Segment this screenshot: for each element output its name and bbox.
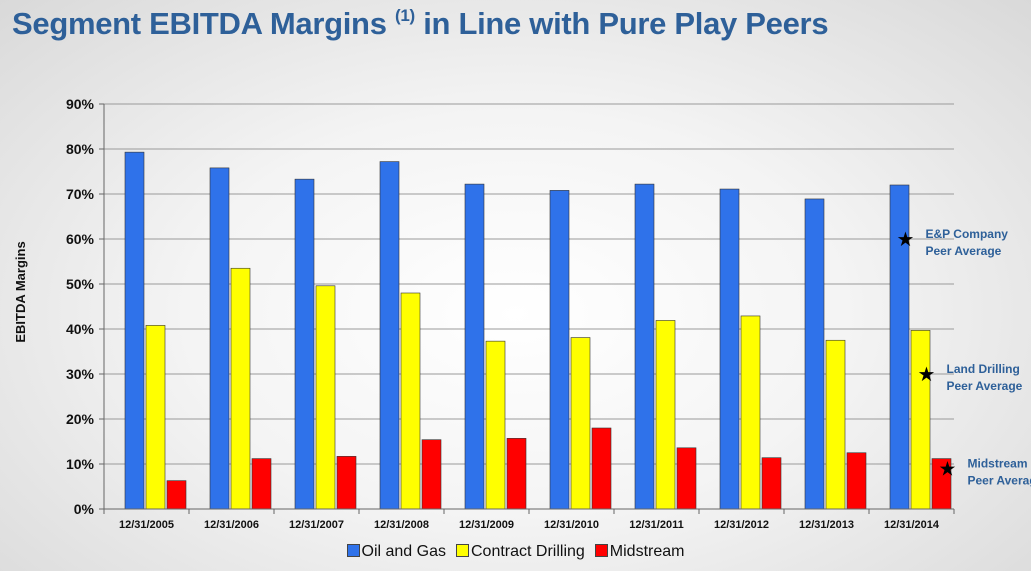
bar-contract-drilling (910, 330, 931, 510)
peer-average-star-icon: ★ (918, 362, 936, 386)
bar-contract-drilling (570, 337, 591, 510)
x-axis-ticks: 12/31/2005 12/31/2006 12/31/2007 12/31/2008… (103, 509, 955, 531)
bar-contract-drilling (825, 339, 846, 510)
annotation-line1: Midstream (968, 457, 1028, 471)
y-tick-label: 70% (66, 186, 95, 202)
annotation-line2: Peer Average (947, 379, 1023, 393)
y-axis-label: EBITDA Margins (13, 241, 28, 342)
bar-midstream (251, 458, 272, 510)
bar-contract-drilling (145, 325, 166, 510)
y-tick-label: 60% (66, 231, 95, 247)
y-tick-label: 10% (66, 456, 95, 472)
annotation-line1: Land Drilling (947, 362, 1020, 376)
legend-swatch (594, 544, 608, 557)
legend-swatch (455, 544, 469, 557)
y-tick-label: 30% (66, 366, 95, 382)
y-tick-label: 80% (66, 141, 95, 157)
peer-average-star-icon: ★ (939, 457, 957, 481)
page-title: Segment EBITDA Margins (1) in Line with … (12, 6, 829, 42)
bar-contract-drilling (400, 292, 421, 510)
legend-item-midstream: Midstream (594, 543, 685, 561)
x-tick-label: 12/31/2011 (629, 519, 683, 531)
bar-midstream (761, 457, 782, 510)
legend: Oil and Gas Contract Drilling Midstream (0, 543, 1031, 561)
bar-midstream (676, 447, 697, 510)
bar-midstream (591, 427, 612, 510)
x-tick-label: 12/31/2009 (459, 519, 514, 531)
legend-swatch (346, 544, 360, 557)
legend-item-oil-and-gas: Oil and Gas (346, 543, 446, 561)
peer-average-star-icon: ★ (897, 227, 915, 251)
title-main: Segment EBITDA Margins (12, 6, 387, 41)
y-tick-label: 0% (74, 501, 95, 517)
annotations: ★ E&P Company Peer Average ★ Land Drilling Pe… (897, 227, 1031, 488)
x-tick-label: 12/31/2008 (374, 519, 429, 531)
legend-label: Midstream (609, 543, 685, 560)
x-tick-label: 12/31/2012 (714, 519, 769, 531)
annotation-line2: Peer Average (926, 244, 1002, 258)
y-tick-label: 20% (66, 411, 95, 427)
bar-contract-drilling (230, 267, 251, 510)
bar-contract-drilling (315, 285, 336, 510)
title-rest: in Line with Pure Play Peers (423, 6, 829, 41)
bar-midstream (336, 456, 357, 510)
axes (103, 104, 954, 510)
bar-midstream (166, 480, 187, 510)
legend-label: Oil and Gas (361, 543, 446, 560)
legend-label: Contract Drilling (470, 543, 585, 560)
bar-contract-drilling (655, 320, 676, 510)
title-footnote: (1) (394, 6, 415, 25)
x-tick-label: 12/31/2005 (119, 519, 174, 531)
legend-item-contract-drilling: Contract Drilling (455, 543, 585, 561)
y-tick-label: 90% (66, 96, 95, 112)
bar-contract-drilling (485, 340, 506, 510)
x-tick-label: 12/31/2006 (204, 519, 259, 531)
y-tick-label: 40% (66, 321, 95, 337)
bar-oil-and-gas (124, 151, 145, 510)
bar-oil-and-gas (379, 161, 400, 510)
bar-contract-drilling (740, 315, 761, 510)
x-tick-label: 12/31/2014 (884, 519, 940, 531)
bar-oil-and-gas (464, 183, 485, 510)
x-tick-label: 12/31/2013 (799, 519, 854, 531)
bar-oil-and-gas (294, 178, 315, 510)
bars (124, 151, 952, 510)
y-axis-ticks: 0% 10% 20% 30% 40% 50% 60% 70% 80% 90% (66, 96, 95, 517)
bar-oil-and-gas (719, 188, 740, 510)
bar-midstream (846, 452, 867, 510)
annotation-line1: E&P Company (926, 227, 1009, 241)
bar-oil-and-gas (209, 167, 230, 510)
bar-oil-and-gas (804, 198, 825, 510)
annotation-line2: Peer Average (968, 474, 1031, 488)
bar-oil-and-gas (634, 183, 655, 510)
bar-midstream (506, 438, 527, 510)
y-tick-label: 50% (66, 276, 95, 292)
x-tick-label: 12/31/2010 (544, 519, 599, 531)
x-tick-label: 12/31/2007 (289, 519, 344, 531)
bar-oil-and-gas (549, 190, 570, 510)
bar-midstream (421, 439, 442, 510)
